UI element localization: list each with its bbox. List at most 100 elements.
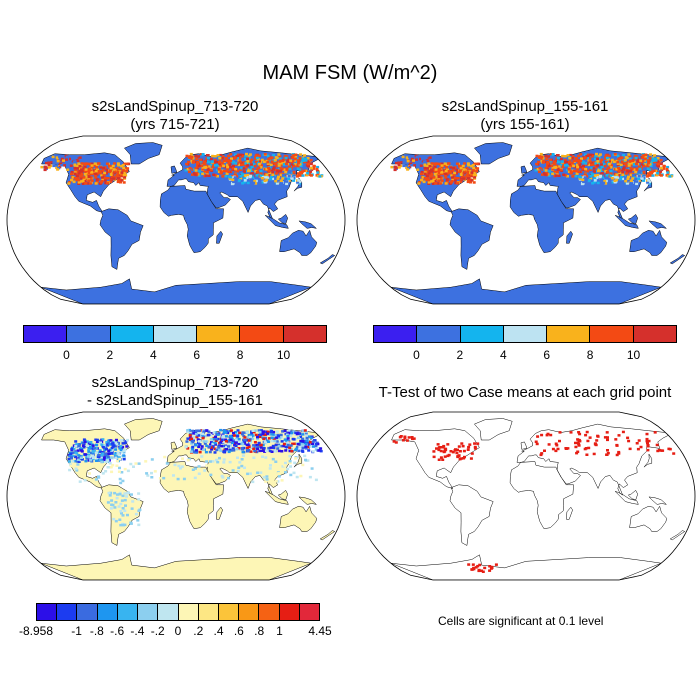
grid-cell	[49, 157, 53, 160]
grid-cell	[103, 176, 107, 180]
grid-cell	[592, 167, 596, 170]
grid-cell	[659, 170, 663, 173]
grid-cell	[96, 457, 100, 460]
grid-cell	[316, 446, 320, 450]
grid-cell	[112, 517, 116, 521]
grid-cell	[582, 180, 586, 184]
grid-cell	[583, 173, 587, 176]
grid-cell	[226, 167, 230, 171]
grid-cell	[73, 177, 77, 180]
grid-cell	[114, 519, 118, 523]
grid-cell	[581, 167, 585, 170]
grid-cell	[413, 164, 416, 167]
grid-cell	[98, 449, 102, 452]
grid-cell	[188, 436, 192, 439]
grid-cell	[294, 431, 298, 434]
panel-title-line1: s2sLandSpinup_713-720	[91, 374, 259, 391]
grid-cell	[549, 433, 553, 437]
grid-cell	[437, 448, 441, 452]
grid-cell	[269, 175, 273, 178]
grid-cell	[635, 442, 639, 445]
grid-cell	[105, 168, 109, 172]
grid-cell	[317, 449, 321, 452]
grid-cell	[637, 177, 641, 181]
grid-cell	[252, 163, 256, 166]
grid-cell	[296, 443, 300, 446]
grid-cell	[90, 451, 93, 455]
grid-cell	[69, 463, 72, 466]
grid-cell	[416, 168, 420, 171]
grid-cell	[450, 174, 454, 177]
grid-cell	[116, 162, 120, 165]
grid-cell	[243, 441, 247, 444]
grid-cell	[261, 455, 264, 458]
panel-title-line1: s2sLandSpinup_155-161	[441, 98, 609, 115]
grid-cell	[635, 182, 639, 186]
grid-cell	[70, 178, 74, 182]
grid-cell	[214, 439, 218, 443]
grid-cell	[444, 182, 448, 185]
grid-cell	[545, 160, 548, 164]
grid-cell	[619, 175, 623, 178]
grid-cell	[277, 175, 280, 179]
grid-cell	[77, 172, 81, 175]
grid-cell	[424, 168, 428, 172]
grid-cell	[79, 175, 83, 178]
grid-cell	[617, 450, 621, 454]
grid-cell	[72, 448, 76, 451]
grid-cell	[596, 173, 600, 177]
grid-cell	[542, 159, 546, 163]
grid-cell	[554, 174, 558, 177]
grid-cell	[56, 168, 60, 171]
grid-cell	[257, 442, 261, 445]
grid-cell	[584, 167, 588, 171]
grid-cell	[110, 470, 114, 474]
landmass-nz	[319, 254, 336, 265]
grid-cell	[220, 162, 224, 165]
grid-cell	[209, 473, 213, 477]
grid-cell	[209, 168, 213, 172]
grid-cell	[106, 444, 110, 447]
grid-cell	[56, 159, 60, 163]
grid-cell	[294, 437, 298, 441]
grid-cell	[264, 456, 268, 459]
grid-cell	[309, 159, 313, 162]
grid-cell	[208, 445, 211, 448]
grid-cell	[117, 177, 120, 180]
grid-cell	[196, 160, 200, 164]
grid-cell	[438, 182, 442, 185]
grid-cell	[109, 439, 113, 442]
grid-cell	[585, 430, 589, 434]
grid-cell	[427, 178, 431, 182]
grid-cell	[405, 439, 409, 442]
grid-cell	[488, 565, 492, 568]
grid-cell	[308, 475, 312, 479]
grid-cell	[233, 176, 237, 179]
grid-cell	[539, 152, 543, 156]
grid-cell	[211, 165, 215, 169]
grid-cell	[182, 477, 186, 481]
grid-cell	[195, 435, 199, 439]
grid-cell	[254, 155, 257, 159]
grid-cell	[641, 156, 645, 159]
grid-cell	[566, 154, 570, 157]
grid-cell	[293, 461, 297, 465]
grid-cell	[106, 182, 109, 185]
grid-cell	[436, 443, 440, 446]
grid-cell	[237, 163, 241, 167]
grid-cell	[227, 154, 231, 158]
grid-cell	[216, 460, 220, 464]
grid-cell	[84, 170, 88, 173]
grid-cell	[73, 167, 77, 170]
grid-cell	[205, 170, 209, 174]
grid-cell	[578, 432, 582, 436]
grid-cell	[536, 167, 540, 171]
grid-cell	[52, 158, 56, 161]
grid-cell	[298, 168, 302, 171]
grid-cell	[115, 464, 119, 467]
grid-cell	[316, 165, 320, 169]
grid-cell	[76, 463, 80, 466]
grid-cell	[289, 434, 293, 437]
grid-cell	[92, 456, 95, 460]
grid-cell	[186, 167, 190, 171]
